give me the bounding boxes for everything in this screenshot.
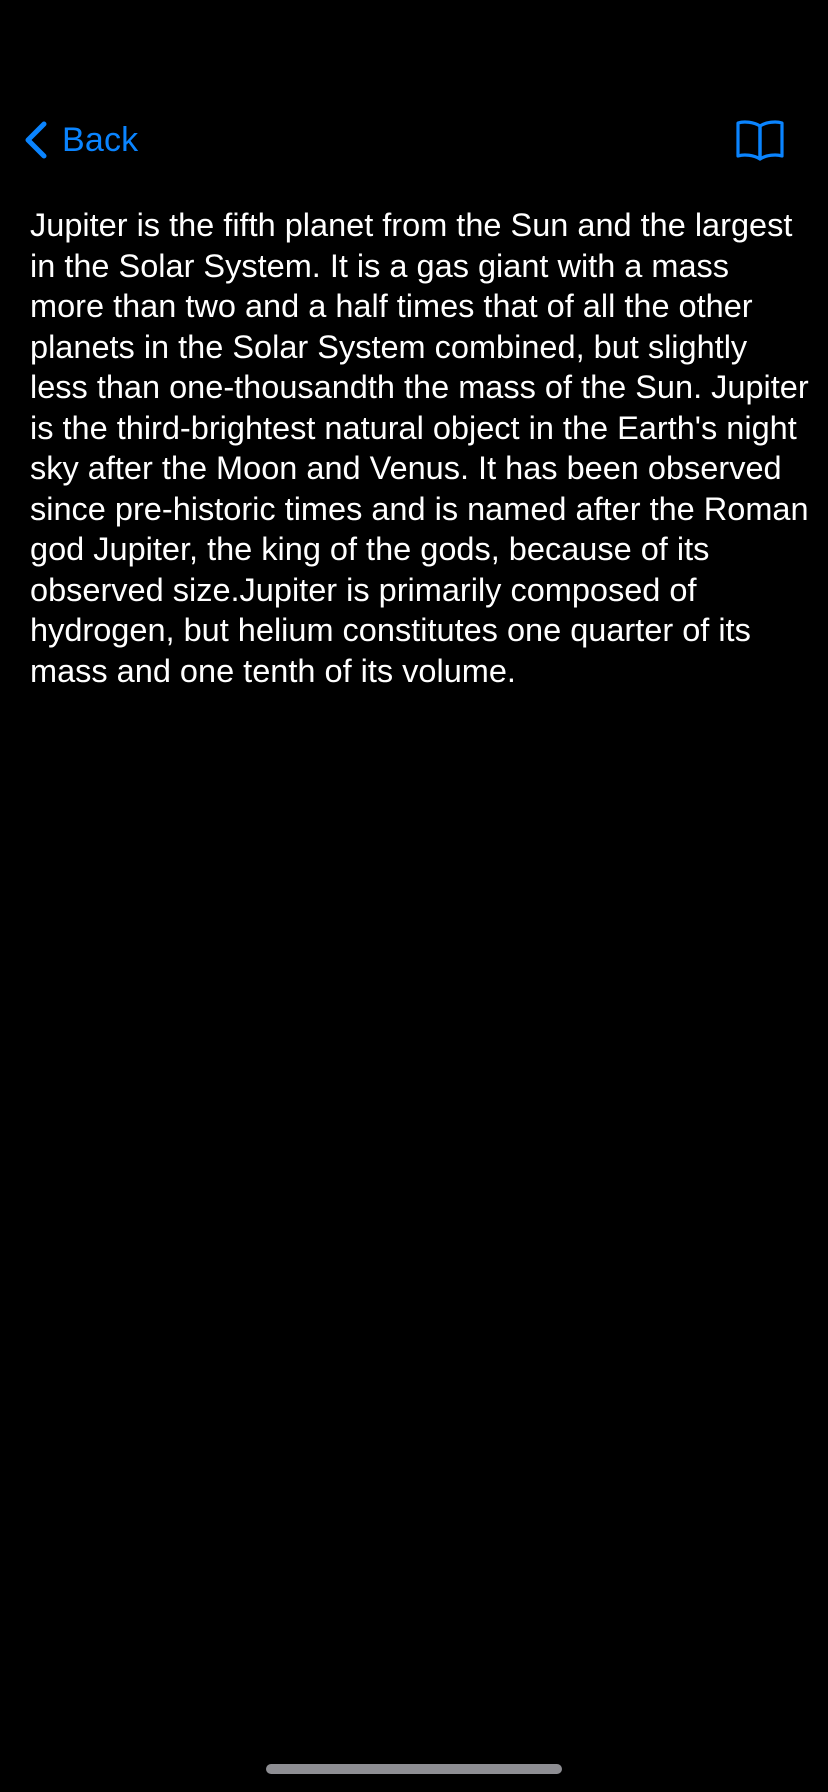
chevron-left-icon bbox=[25, 121, 47, 159]
back-button[interactable]: Back bbox=[22, 118, 138, 162]
book-icon bbox=[736, 120, 784, 161]
navigation-bar: Back bbox=[0, 108, 828, 172]
article-text: Jupiter is the fifth planet from the Sun… bbox=[30, 207, 809, 689]
book-button[interactable] bbox=[734, 118, 786, 162]
home-indicator[interactable] bbox=[266, 1764, 562, 1774]
back-button-label: Back bbox=[62, 121, 139, 159]
